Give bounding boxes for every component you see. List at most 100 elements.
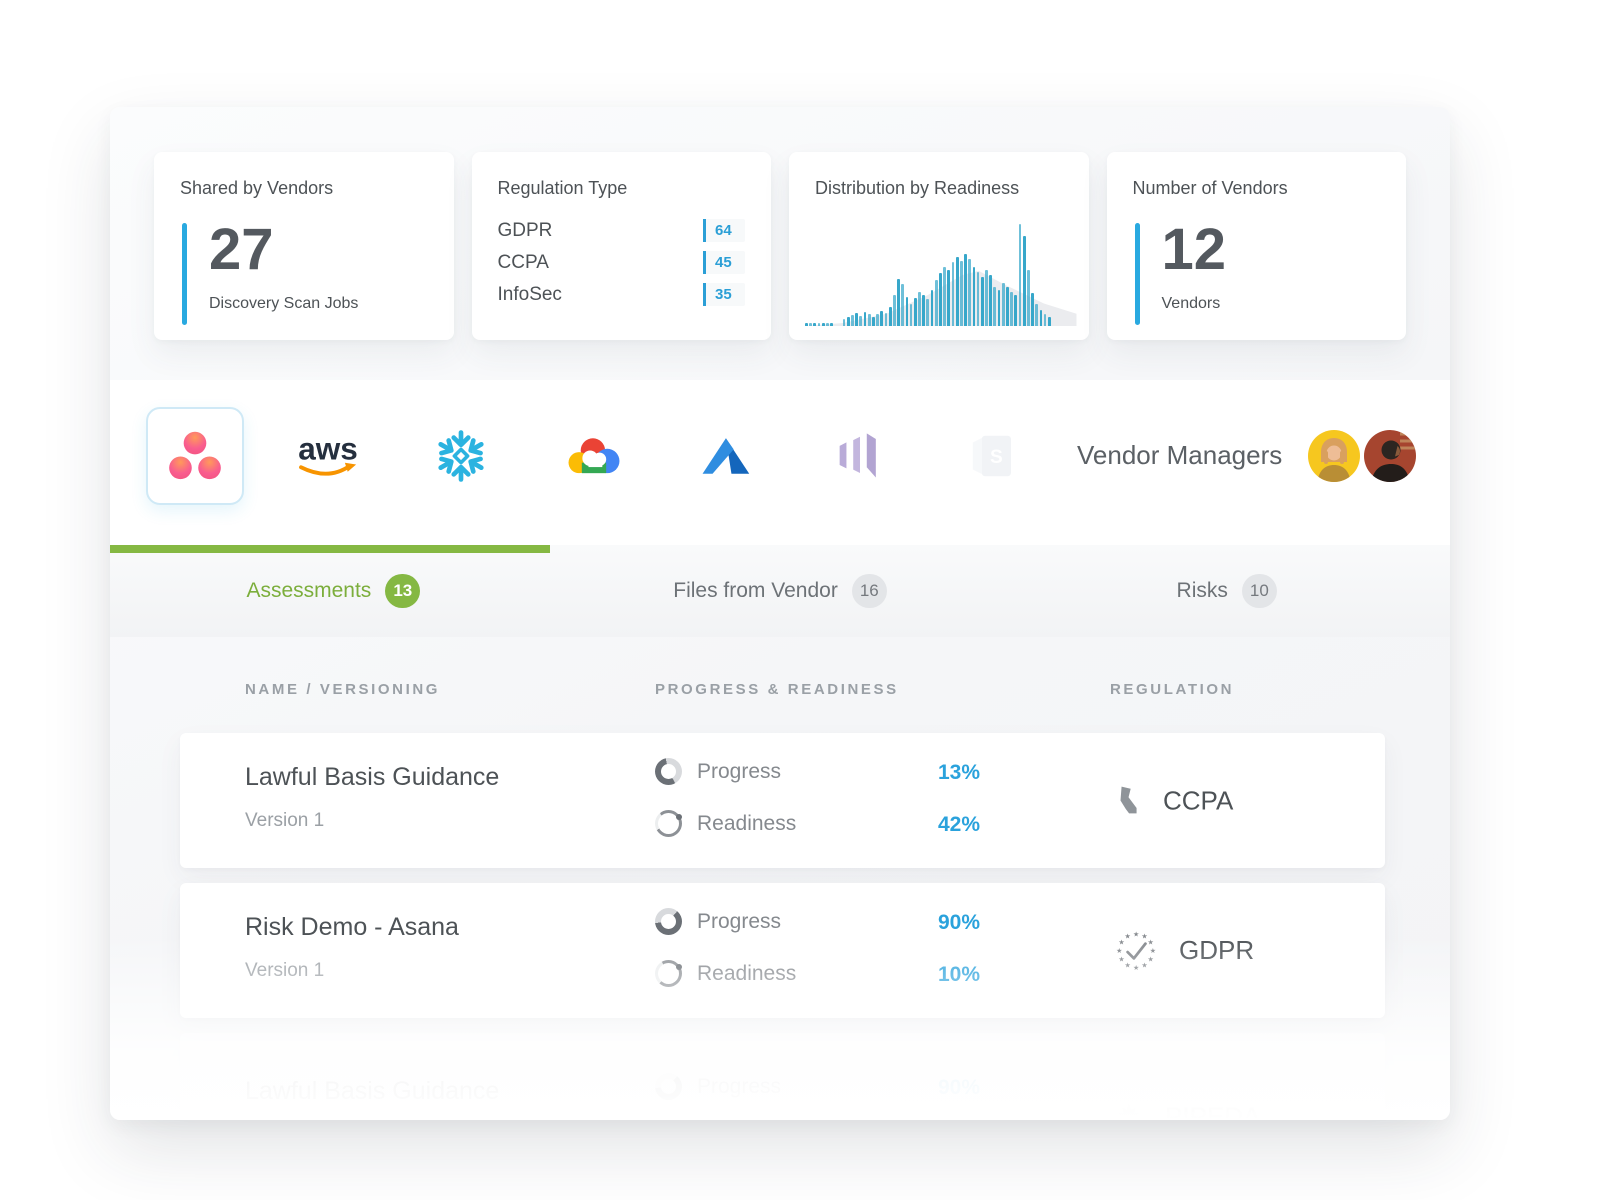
number-of-vendors-value: 12 [1161, 217, 1227, 282]
readiness-value: 42% [937, 813, 980, 836]
tab-label: Files from Vendor [673, 579, 838, 602]
regulation-label: GDPR [497, 219, 553, 241]
manager-avatar-male[interactable] [1364, 429, 1417, 482]
dashboard-panel: Shared by Vendors 27 Discovery Scan Jobs… [110, 107, 1450, 1120]
active-tab-indicator [110, 545, 550, 553]
vendor-sharepoint[interactable]: S [944, 407, 1042, 505]
progress-label: Progress [697, 759, 782, 783]
svg-text:★: ★ [1118, 938, 1124, 946]
tab-label: Assessments [246, 579, 372, 602]
card-title: Regulation Type [497, 178, 628, 198]
regulation-count: 45 [715, 254, 732, 271]
assessments-table: Lawful Basis Guidance Version 1 Progress… [110, 733, 1450, 1120]
assessment-name: Lawful Basis Guidance [245, 1077, 500, 1105]
maple-leaf-icon [1118, 1104, 1140, 1120]
regulation-count: 35 [715, 286, 732, 303]
svg-text:S: S [990, 446, 1003, 467]
table-header: NAME / VERSIONING PROGRESS & READINESS R… [110, 637, 1450, 733]
marketo-logo-icon [839, 432, 876, 477]
stats-row: Shared by Vendors 27 Discovery Scan Jobs… [110, 107, 1450, 340]
shared-by-vendors-card: Shared by Vendors 27 Discovery Scan Jobs [154, 152, 454, 340]
svg-text:★: ★ [1125, 932, 1131, 940]
assessment-name: Lawful Basis Guidance [245, 763, 500, 791]
sharepoint-logo-icon: S [972, 435, 1011, 476]
shared-by-vendors-label: Discovery Scan Jobs [209, 295, 359, 312]
regulation-type-row: CCPA 45 [497, 251, 745, 274]
readiness-histogram [805, 224, 1077, 326]
table-row[interactable]: Lawful Basis Guidance Progress 90% PIPED… [180, 1033, 1385, 1120]
california-state-icon [1120, 786, 1137, 814]
value-tick [703, 219, 706, 242]
svg-text:★: ★ [1133, 963, 1139, 971]
regulation-type-row: GDPR 64 [497, 219, 745, 242]
svg-text:★: ★ [1133, 930, 1139, 938]
readiness-value: 10% [937, 963, 980, 986]
regulation-name: PIPEDA [1165, 1101, 1261, 1120]
vendor-logo-strip: aws [110, 380, 1450, 545]
tab-assessments[interactable]: Assessments 13 [110, 545, 557, 637]
svg-text:★: ★ [1148, 938, 1154, 946]
vendor-managers-label: Vendor Managers [1077, 440, 1283, 470]
progress-gauge-icon [655, 908, 682, 935]
card-title: Number of Vendors [1132, 178, 1288, 198]
readiness-gauge-icon [655, 810, 682, 837]
regulation-name: CCPA [1163, 785, 1234, 815]
svg-text:★: ★ [1148, 955, 1154, 963]
svg-text:★: ★ [1141, 961, 1147, 969]
eu-stars-check-icon: ★★★ ★★★ ★★★ ★ ★★ [1116, 930, 1156, 972]
vendor-marketo[interactable] [811, 407, 909, 505]
progress-gauge-icon [655, 758, 682, 785]
vendor-aws[interactable]: aws [279, 407, 377, 505]
female-avatar-illustration [1317, 437, 1352, 482]
card-title: Distribution by Readiness [815, 178, 1020, 198]
stat-accent-bar [182, 223, 187, 325]
progress-value: 13% [937, 761, 980, 784]
regulation-name: GDPR [1179, 935, 1255, 965]
table-row[interactable]: Risk Demo - Asana Version 1 Progress 90%… [180, 883, 1385, 1018]
google-cloud-logo-icon [568, 437, 620, 473]
column-header-regulation: REGULATION [1110, 681, 1235, 698]
shared-by-vendors-value: 27 [209, 217, 274, 282]
column-header-progress-readiness: PROGRESS & READINESS [655, 681, 899, 698]
svg-text:★: ★ [1141, 932, 1147, 940]
manager-avatar-female[interactable] [1308, 429, 1361, 482]
progress-label: Progress [697, 909, 782, 933]
readiness-histogram-bars [805, 224, 1077, 326]
svg-text:★: ★ [1125, 961, 1131, 969]
asana-logo-icon [169, 431, 221, 479]
vendor-google-cloud[interactable] [545, 407, 643, 505]
svg-text:★: ★ [1150, 947, 1156, 955]
vendor-asana[interactable] [146, 406, 244, 505]
male-avatar-illustration [1371, 432, 1417, 482]
aws-logo-icon: aws [298, 431, 358, 476]
assessment-version: Version 1 [245, 810, 325, 831]
vendor-snowflake[interactable] [412, 407, 510, 505]
assessment-version: Version 1 [245, 960, 325, 981]
number-of-vendors-card: Number of Vendors 12 Vendors [1106, 152, 1406, 340]
vendor-azure[interactable] [678, 407, 776, 505]
svg-text:aws: aws [298, 431, 358, 466]
regulation-label: CCPA [497, 251, 549, 273]
column-header-name-versioning: NAME / VERSIONING [245, 681, 441, 698]
stat-accent-bar [1134, 223, 1140, 325]
tab-risks[interactable]: Risks 10 [1003, 545, 1450, 637]
assessment-name: Risk Demo - Asana [245, 913, 459, 941]
value-tick [703, 283, 706, 306]
regulation-type-card: Regulation Type GDPR 64 CCPA 45 InfoSec … [471, 152, 771, 340]
progress-value: 90% [937, 911, 980, 934]
svg-text:★: ★ [1118, 955, 1124, 963]
tab-count-badge: 13 [385, 574, 421, 608]
value-tick [703, 251, 706, 274]
tab-count-badge: 10 [1241, 574, 1277, 608]
regulation-count: 64 [715, 222, 732, 239]
progress-gauge-icon [655, 1073, 682, 1100]
progress-value: 90% [937, 1076, 980, 1099]
regulation-type-row: InfoSec 35 [498, 283, 745, 306]
distribution-by-readiness-card: Distribution by Readiness [789, 152, 1089, 340]
readiness-label: Readiness [697, 811, 797, 835]
number-of-vendors-label: Vendors [1161, 295, 1221, 312]
tab-count-badge: 16 [851, 574, 887, 608]
card-title: Shared by Vendors [180, 178, 334, 198]
tab-files-from-vendor[interactable]: Files from Vendor 16 [557, 545, 1004, 637]
table-row[interactable]: Lawful Basis Guidance Version 1 Progress… [180, 733, 1385, 868]
